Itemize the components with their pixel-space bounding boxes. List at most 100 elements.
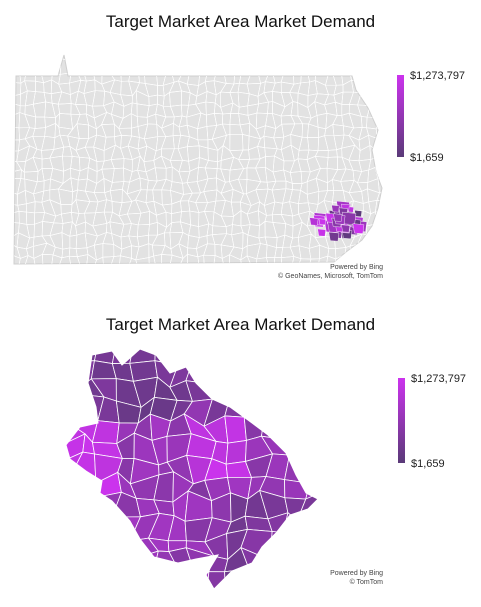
zip-cell <box>368 93 381 107</box>
zip-cell <box>298 57 308 73</box>
zip-cell <box>365 243 380 259</box>
zip-cell <box>271 58 286 76</box>
zip-cell <box>366 58 380 72</box>
zip-cell <box>109 255 121 264</box>
zip-cell <box>376 192 382 202</box>
target-area-map[interactable] <box>0 303 481 603</box>
legend-gradient-bar <box>397 75 404 157</box>
zip-cell <box>164 57 174 76</box>
map-title: Target Market Area Market Demand <box>105 315 376 334</box>
zip-region <box>66 558 82 573</box>
zip-cell <box>197 254 205 264</box>
zip-region <box>66 500 80 522</box>
target-zip-region <box>341 224 351 233</box>
zip-cell <box>255 59 270 74</box>
zip-cell <box>136 62 150 75</box>
zip-cell <box>273 256 283 264</box>
zip-cell <box>119 58 132 75</box>
zip-cell <box>66 60 80 74</box>
zip-region <box>240 394 270 420</box>
zip-cell <box>333 55 344 60</box>
zip-cell <box>17 255 29 264</box>
zip-cell <box>50 254 63 264</box>
zip-cell <box>94 55 104 64</box>
zip-cell <box>340 55 354 62</box>
zip-cell <box>102 55 115 64</box>
zip-cell <box>129 58 139 75</box>
zip-cell <box>33 253 44 264</box>
zip-cell <box>42 253 54 264</box>
zip-cell <box>126 55 139 64</box>
zip-cell <box>341 57 351 74</box>
zip-region <box>259 349 289 366</box>
zip-cell <box>229 62 242 73</box>
zip-region <box>66 393 83 427</box>
zip-region <box>302 548 318 577</box>
zip-cell <box>26 55 37 61</box>
zip-cell <box>377 178 382 194</box>
zip-region <box>280 349 308 365</box>
zip-region <box>71 472 97 504</box>
zip-region <box>90 514 118 536</box>
zip-cell <box>374 69 382 83</box>
zip-cell <box>247 55 258 64</box>
zip-region <box>164 349 193 366</box>
zip-cell <box>16 58 28 70</box>
zip-cell <box>198 61 208 76</box>
zip-cell <box>357 55 369 61</box>
zip-cell <box>374 135 382 151</box>
zip-region <box>304 361 318 389</box>
zip-region <box>240 364 272 389</box>
zip-cell <box>101 60 113 73</box>
zip-cell <box>271 55 286 63</box>
zip-region <box>185 355 208 384</box>
zip-cell <box>136 55 150 65</box>
target-zip-region <box>309 217 319 226</box>
zip-region <box>265 380 290 408</box>
zip-region <box>151 569 180 589</box>
map-panel-zoomed: Target Market Area Market Demand $1,273,… <box>0 303 481 603</box>
zip-region <box>248 568 273 589</box>
zip-cell <box>280 256 295 264</box>
zip-cell <box>240 55 251 64</box>
zip-cell <box>314 55 327 64</box>
zip-region <box>280 362 307 389</box>
target-zip-region <box>333 213 343 222</box>
zip-cell <box>350 55 360 62</box>
zip-region <box>278 547 304 577</box>
zip-region <box>263 547 281 570</box>
zip-cell <box>326 58 338 73</box>
zip-cell <box>155 61 167 74</box>
zip-cell <box>85 254 97 264</box>
zip-cell <box>14 55 19 64</box>
zip-cell <box>306 57 317 73</box>
zip-region <box>66 539 82 562</box>
target-zip-region <box>318 218 326 226</box>
attribution-line-2: © TomTom <box>349 579 383 586</box>
map-attribution: Powered by Bing © GeoNames, Microsoft, T… <box>278 263 383 281</box>
zip-cell <box>326 55 338 64</box>
zip-region <box>300 437 318 455</box>
zip-cell <box>298 55 310 64</box>
zip-cell <box>40 58 53 74</box>
zip-cell <box>102 256 115 264</box>
zip-region <box>168 569 198 589</box>
zip-cell <box>291 256 302 264</box>
zip-region <box>284 479 311 500</box>
zip-cell <box>119 55 132 60</box>
zip-region <box>269 531 284 562</box>
zip-region <box>66 511 80 542</box>
zip-cell <box>83 59 96 75</box>
zip-cell <box>374 167 382 180</box>
zip-cell <box>161 55 174 63</box>
state-outline <box>13 54 383 265</box>
target-market-area[interactable] <box>309 200 368 242</box>
zip-cell <box>14 62 20 70</box>
zip-region <box>303 392 318 424</box>
state-map[interactable] <box>0 0 481 300</box>
zip-cell <box>143 62 159 75</box>
zip-cell <box>256 257 270 264</box>
zip-cell <box>240 255 253 264</box>
zip-cell <box>179 59 190 74</box>
zip-cell <box>111 55 123 61</box>
